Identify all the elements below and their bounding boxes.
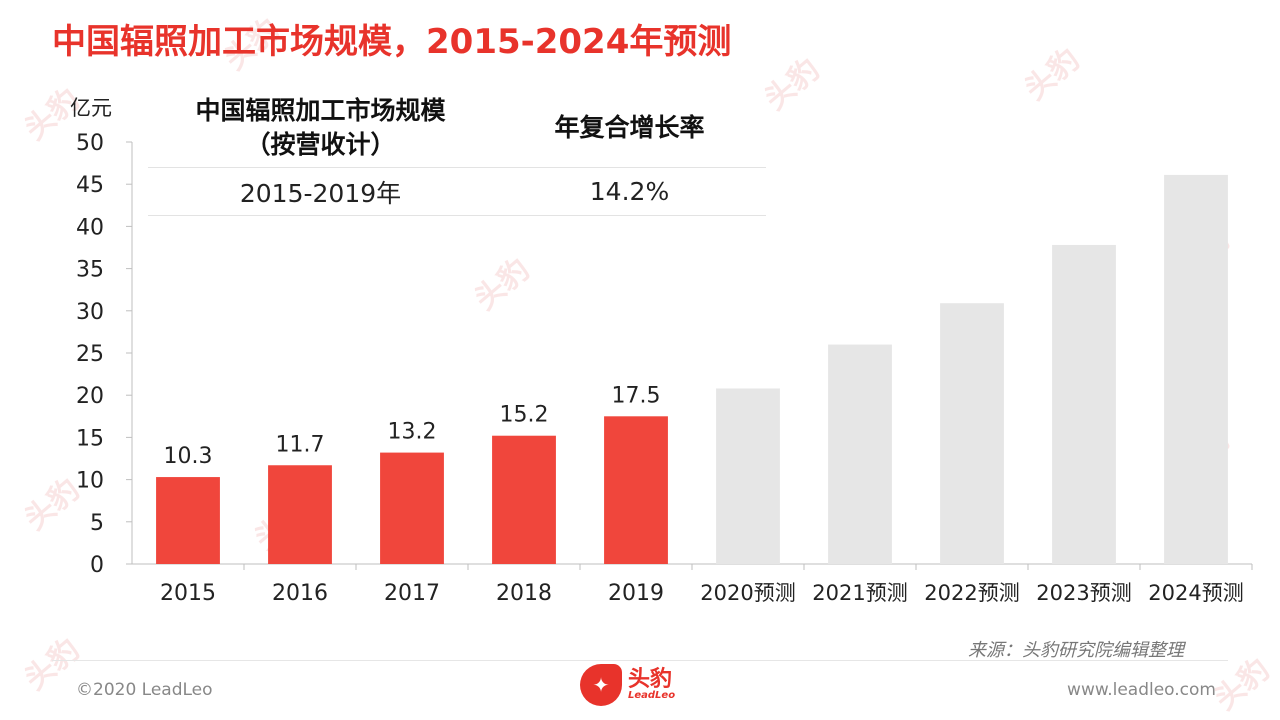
actual-bar <box>268 465 332 564</box>
copyright-text: ©2020 LeadLeo <box>76 680 213 700</box>
x-tick-label: 2015 <box>160 581 216 606</box>
data-label: 11.7 <box>276 432 325 457</box>
website-link[interactable]: www.leadleo.com <box>1067 680 1216 700</box>
y-tick-label: 50 <box>76 131 104 156</box>
x-tick-label: 2017 <box>384 581 440 606</box>
y-tick-label: 5 <box>90 511 104 536</box>
actual-bar <box>604 416 668 564</box>
x-tick-label: 2021预测 <box>812 581 907 605</box>
y-tick-label: 40 <box>76 215 104 240</box>
x-tick-label: 2023预测 <box>1036 581 1131 605</box>
leopard-logo-icon: ✦ <box>580 664 622 706</box>
y-tick-label: 15 <box>76 426 104 451</box>
forecast-bar <box>940 303 1004 564</box>
cagr-header-market-size-text: 中国辐照加工市场规模 （按营收计） <box>195 95 446 159</box>
x-tick-label: 2018 <box>496 581 552 606</box>
x-tick-label: 2020预测 <box>700 581 795 605</box>
data-label: 17.5 <box>612 383 661 408</box>
data-label: 15.2 <box>500 403 549 428</box>
y-tick-label: 10 <box>76 469 104 494</box>
cagr-table: 中国辐照加工市场规模 （按营收计） 年复合增长率 2015-2019年 14.2… <box>148 88 766 216</box>
y-tick-label: 45 <box>76 173 104 198</box>
data-label: 13.2 <box>388 420 437 445</box>
forecast-bar <box>716 388 780 564</box>
x-tick-label: 2022预测 <box>924 581 1019 605</box>
y-axis-unit-label: 亿元 <box>70 96 112 120</box>
cagr-header-growth-rate: 年复合增长率 <box>554 112 705 142</box>
actual-bar <box>380 452 444 564</box>
y-tick-label: 25 <box>76 342 104 367</box>
y-tick-label: 20 <box>76 384 104 409</box>
leadleo-logo: ✦ 头豹 LeadLeo <box>580 664 675 706</box>
y-tick-label: 35 <box>76 258 104 283</box>
cagr-table-row: 2015-2019年 14.2% <box>148 168 766 216</box>
x-tick-label: 2024预测 <box>1148 581 1243 605</box>
logo-cn-text: 头豹 <box>628 667 673 692</box>
x-tick-label: 2016 <box>272 581 328 606</box>
data-label: 10.3 <box>164 444 213 469</box>
source-note: 来源：头豹研究院编辑整理 <box>968 640 1184 661</box>
forecast-bar <box>1052 244 1116 564</box>
forecast-bar <box>828 344 892 564</box>
forecast-bar <box>1164 174 1228 564</box>
footer-divider <box>52 660 1228 661</box>
cagr-value: 14.2% <box>589 177 670 206</box>
cagr-header-market-size: 中国辐照加工市场规模 （按营收计） <box>148 94 493 162</box>
page-title: 中国辐照加工市场规模，2015-2024年预测 <box>52 22 732 62</box>
y-tick-label: 0 <box>90 553 104 578</box>
logo-text: 头豹 LeadLeo <box>628 669 675 701</box>
logo-en-text: LeadLeo <box>628 690 676 701</box>
actual-bar <box>492 435 556 564</box>
cagr-period: 2015-2019年 <box>239 178 402 208</box>
y-tick-label: 30 <box>76 300 104 325</box>
x-tick-label: 2019 <box>608 581 664 606</box>
actual-bar <box>156 477 220 564</box>
cagr-table-header: 中国辐照加工市场规模 （按营收计） 年复合增长率 <box>148 88 766 168</box>
